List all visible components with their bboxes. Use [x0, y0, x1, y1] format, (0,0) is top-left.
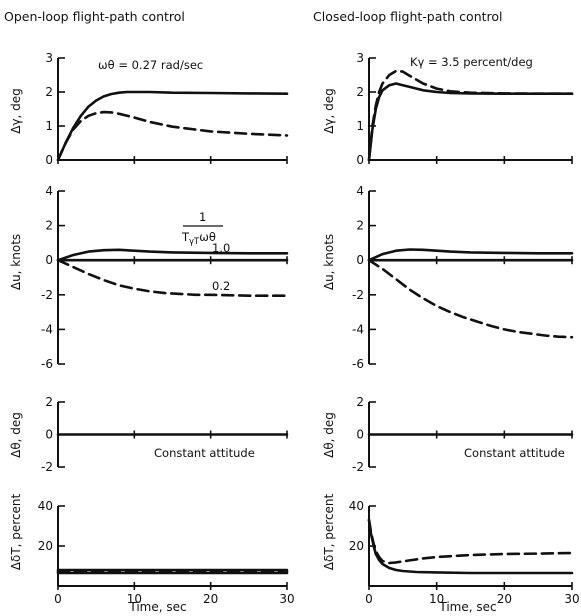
- y-tick-label-ol-u-4: 2: [45, 219, 53, 233]
- ylabel-ol-gamma: Δγ, deg: [9, 88, 23, 134]
- right-column-title: Closed-loop flight-path control: [313, 9, 503, 24]
- annotation-omega-theta: ωθ = 0.27 rad/sec: [98, 58, 203, 72]
- y-tick-label-ol-u-5: 4: [45, 184, 53, 198]
- y-tick-label-ol-u-0: -6: [41, 357, 53, 371]
- y-tick-label-cl-delta-1: 40: [349, 499, 364, 513]
- x-tick-label-cl-delta-1: 10: [429, 592, 444, 606]
- y-tick-label-ol-theta-1: 0: [45, 428, 53, 442]
- ylabel-ol-theta: Δθ, deg: [9, 412, 23, 458]
- y-tick-label-cl-u-5: 4: [356, 184, 364, 198]
- ylabel-cl-delta: ΔδT, percent: [322, 493, 336, 570]
- y-tick-label-cl-theta-0: -2: [352, 460, 364, 474]
- y-tick-label-ol-gamma-3: 3: [45, 51, 53, 65]
- y-tick-label-cl-gamma-3: 3: [356, 51, 364, 65]
- series-cl-delta-0: [367, 518, 574, 575]
- x-tick-label-ol-delta-1: 10: [127, 592, 142, 606]
- panel-cl-u: Δu, knots -6 -4 -2 0 2 4: [322, 184, 574, 371]
- y-tick-label-ol-gamma-1: 1: [45, 119, 53, 133]
- y-tick-label-cl-u-2: -2: [352, 288, 364, 302]
- y-tick-label-ol-gamma-2: 2: [45, 85, 53, 99]
- series-cl-u-2: [367, 258, 574, 339]
- y-tick-label-ol-theta-2: 2: [45, 395, 53, 409]
- y-tick-label-cl-u-1: -4: [352, 322, 364, 336]
- ylabel-cl-gamma: Δγ, deg: [322, 88, 336, 134]
- x-tick-label-ol-delta-0: 0: [54, 592, 62, 606]
- panel-ol-gamma: Δγ, deg ωθ = 0.27 rad/sec 0 1 2 3: [9, 51, 289, 167]
- fraction-numerator: 1: [199, 210, 206, 224]
- xlabel-left: Time, sec: [128, 600, 186, 614]
- annotation-constant-attitude-left: Constant attitude: [154, 446, 255, 460]
- ylabel-cl-u: Δu, knots: [322, 234, 336, 290]
- annotation-constant-attitude-right: Constant attitude: [464, 446, 565, 460]
- panel-ol-delta: ΔδT, percent 20 40 0 10 20 30: [9, 493, 295, 606]
- y-tick-label-cl-gamma-1: 1: [356, 119, 364, 133]
- y-tick-label-ol-delta-1: 40: [38, 499, 53, 513]
- x-tick-label-cl-delta-0: 0: [365, 592, 373, 606]
- y-tick-label-cl-gamma-2: 2: [356, 85, 364, 99]
- y-tick-label-cl-u-3: 0: [356, 253, 364, 267]
- series-cl-gamma-1: [367, 69, 574, 162]
- series-ol-gamma-0: [56, 90, 289, 162]
- x-tick-label-ol-delta-3: 30: [279, 592, 294, 606]
- panel-ol-theta: Δθ, deg Constant attitude -2 0 2: [9, 395, 289, 474]
- y-tick-label-cl-u-4: 2: [356, 219, 364, 233]
- xlabel-right: Time, sec: [438, 600, 496, 614]
- x-tick-label-ol-delta-2: 20: [203, 592, 218, 606]
- left-column-title: Open-loop flight-path control: [4, 9, 185, 24]
- series-cl-delta-1: [367, 518, 574, 565]
- ylabel-ol-delta: ΔδT, percent: [9, 493, 23, 570]
- series-ol-u-0: [56, 248, 289, 262]
- y-tick-label-ol-u-1: -4: [41, 322, 53, 336]
- panel-cl-gamma: Δγ, deg Kγ = 3.5 percent/deg 0 1 2 3: [322, 51, 574, 167]
- fraction-denominator: TγTωθ: [181, 230, 216, 247]
- annotation-k-gamma: Kγ = 3.5 percent/deg: [410, 55, 533, 69]
- ylabel-cl-theta: Δθ, deg: [322, 412, 336, 458]
- x-tick-label-cl-delta-2: 20: [497, 592, 512, 606]
- y-tick-label-ol-delta-0: 20: [38, 539, 53, 553]
- y-tick-label-cl-theta-1: 0: [356, 428, 364, 442]
- y-tick-label-cl-delta-0: 20: [349, 539, 364, 553]
- y-tick-label-ol-theta-0: -2: [41, 460, 53, 474]
- y-tick-label-cl-gamma-0: 0: [356, 153, 364, 167]
- panel-ol-u: Δu, knots 1 TγTωθ 1.0 0.2 -6 -4 -2 0 2 4: [9, 184, 289, 371]
- y-tick-label-ol-u-2: -2: [41, 288, 53, 302]
- panel-cl-delta: ΔδT, percent 20 40 0 10 20 30: [322, 493, 580, 606]
- annotation-curve-0.2: 0.2: [212, 279, 230, 293]
- y-tick-label-cl-theta-2: 2: [356, 395, 364, 409]
- y-tick-label-ol-u-3: 0: [45, 253, 53, 267]
- series-cl-u-0: [367, 248, 574, 262]
- annotation-curve-1.0: 1.0: [212, 241, 230, 255]
- series-ol-u-2: [56, 258, 289, 297]
- ylabel-ol-u: Δu, knots: [9, 234, 23, 290]
- panel-cl-theta: Δθ, deg Constant attitude -2 0 2: [322, 395, 574, 474]
- x-tick-label-cl-delta-3: 30: [564, 592, 579, 606]
- series-ol-gamma-1: [56, 110, 289, 162]
- y-tick-label-ol-gamma-0: 0: [45, 153, 53, 167]
- y-tick-label-cl-u-0: -6: [352, 357, 364, 371]
